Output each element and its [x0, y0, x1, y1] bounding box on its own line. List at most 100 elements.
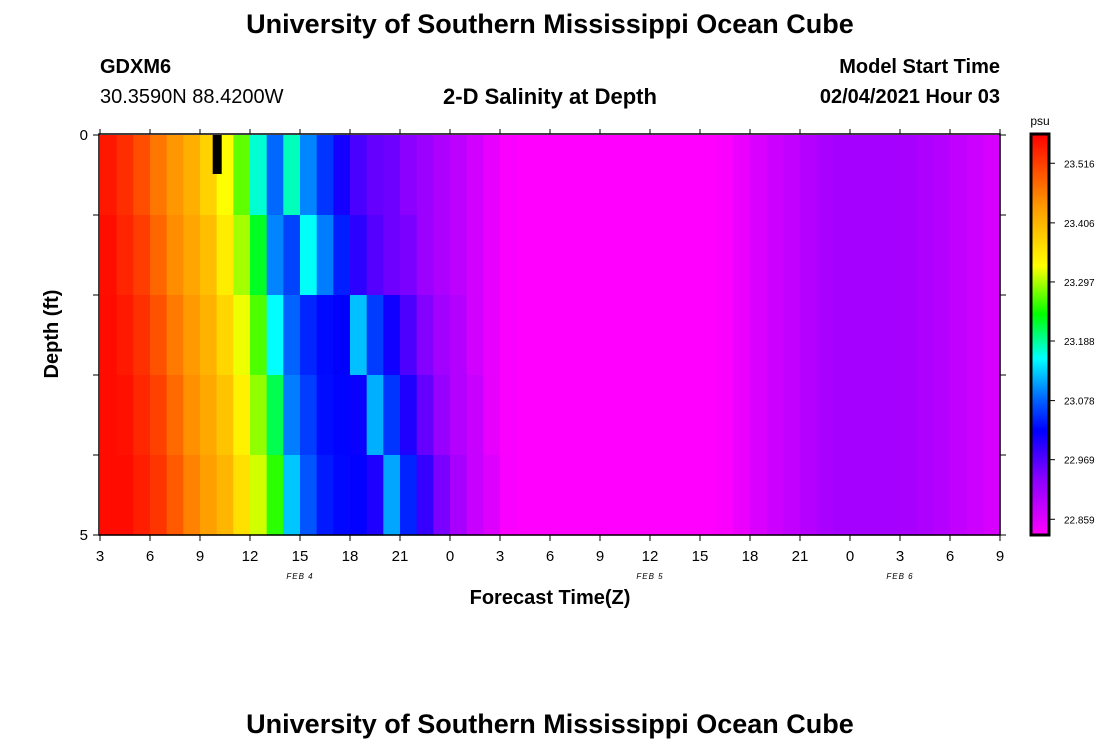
heatmap-cell	[283, 135, 301, 216]
heatmap-cell	[133, 215, 151, 296]
heatmap-cell	[183, 215, 201, 296]
heatmap-cell	[500, 455, 518, 536]
colorbar-tick-label: 22.969	[1064, 456, 1095, 467]
heatmap-cell	[100, 295, 118, 376]
heatmap-cell	[533, 295, 551, 376]
heatmap-cell	[416, 375, 434, 456]
heatmap-cell	[383, 375, 401, 456]
heatmap-cell	[600, 295, 618, 376]
heatmap-cell	[916, 455, 934, 536]
heatmap-cell	[283, 215, 301, 296]
heatmap-cell	[733, 295, 751, 376]
x-tick-label: 18	[742, 548, 759, 565]
heatmap-cell	[866, 295, 884, 376]
heatmap-cell	[800, 295, 818, 376]
heatmap-cell	[616, 135, 634, 216]
heatmap-cell	[400, 295, 418, 376]
heatmap-cell	[400, 215, 418, 296]
heatmap-cell	[150, 215, 168, 296]
station-id: GDXM6	[100, 56, 172, 78]
heatmap-cell	[900, 135, 918, 216]
heatmap-cell	[716, 455, 734, 536]
x-tick-label: 6	[546, 548, 554, 565]
heatmap-cell	[516, 375, 534, 456]
heatmap-cell	[633, 375, 651, 456]
heatmap-cell	[166, 375, 184, 456]
heatmap-cell	[516, 135, 534, 216]
heatmap-cell	[866, 455, 884, 536]
x-tick-label: 0	[446, 548, 454, 565]
heatmap-cell	[366, 455, 384, 536]
heatmap-cell	[150, 375, 168, 456]
heatmap-cell	[983, 375, 1001, 456]
heatmap-cells	[100, 135, 1001, 536]
heatmap-cell	[266, 295, 284, 376]
heatmap-cell	[800, 135, 818, 216]
heatmap-cell	[283, 375, 301, 456]
model-start-value: 02/04/2021 Hour 03	[819, 86, 1000, 108]
colorbar-tick-label: 23.406	[1064, 219, 1095, 230]
heatmap-cell	[800, 215, 818, 296]
heatmap-cell	[350, 215, 368, 296]
heatmap-cell	[133, 455, 151, 536]
heatmap-cell	[266, 455, 284, 536]
heatmap-cell	[500, 295, 518, 376]
x-tick-label: 6	[946, 548, 954, 565]
heatmap-cell	[600, 135, 618, 216]
heatmap-cell	[266, 375, 284, 456]
heatmap-cell	[433, 135, 451, 216]
heatmap-cell	[266, 215, 284, 296]
heatmap-cell	[233, 455, 251, 536]
heatmap-cell	[116, 215, 134, 296]
heatmap-cell	[283, 455, 301, 536]
heatmap-cell	[883, 215, 901, 296]
heatmap-cell	[566, 215, 584, 296]
heatmap-cell	[783, 215, 801, 296]
heatmap-cell	[766, 375, 784, 456]
heatmap-cell	[983, 295, 1001, 376]
heatmap-cell	[833, 295, 851, 376]
heatmap-cell	[450, 295, 468, 376]
heatmap-cell	[733, 375, 751, 456]
heatmap-cell	[766, 135, 784, 216]
heatmap-cell	[150, 295, 168, 376]
colorbar-tick-label: 23.516	[1064, 159, 1095, 170]
heatmap-cell	[500, 375, 518, 456]
heatmap-cell	[933, 455, 951, 536]
heatmap-cell	[833, 455, 851, 536]
heatmap-cell	[200, 295, 218, 376]
heatmap-cell	[966, 135, 984, 216]
time-marker	[212, 135, 222, 174]
heatmap-cell	[766, 295, 784, 376]
heatmap-cell	[533, 215, 551, 296]
x-axis-label: Forecast Time(Z)	[470, 587, 631, 609]
heatmap-cell	[183, 375, 201, 456]
heatmap-cell	[983, 135, 1001, 216]
heatmap-cell	[733, 215, 751, 296]
heatmap-cell	[316, 375, 334, 456]
heatmap-cell	[383, 455, 401, 536]
heatmap-cell	[416, 215, 434, 296]
heatmap-cell	[966, 455, 984, 536]
heatmap-cell	[250, 215, 268, 296]
day-label: FEB 6	[886, 572, 913, 581]
heatmap-cell	[366, 295, 384, 376]
heatmap-cell	[100, 455, 118, 536]
heatmap-cell	[416, 455, 434, 536]
colorbar-unit: psu	[1030, 114, 1049, 128]
x-tick-label: 12	[642, 548, 659, 565]
heatmap-cell	[550, 295, 568, 376]
heatmap-cell	[716, 295, 734, 376]
heatmap-cell	[133, 375, 151, 456]
heatmap-cell	[650, 375, 668, 456]
heatmap-cell	[683, 135, 701, 216]
heatmap-cell	[350, 295, 368, 376]
colorbar-tick-label: 22.859	[1064, 515, 1095, 526]
heatmap-cell	[983, 455, 1001, 536]
plot-title: 2-D Salinity at Depth	[443, 84, 657, 109]
heatmap-cell	[350, 135, 368, 216]
heatmap-cell	[800, 375, 818, 456]
heatmap-cell	[450, 135, 468, 216]
heatmap-cell	[350, 455, 368, 536]
y-axis-label: Depth (ft)	[41, 290, 63, 379]
